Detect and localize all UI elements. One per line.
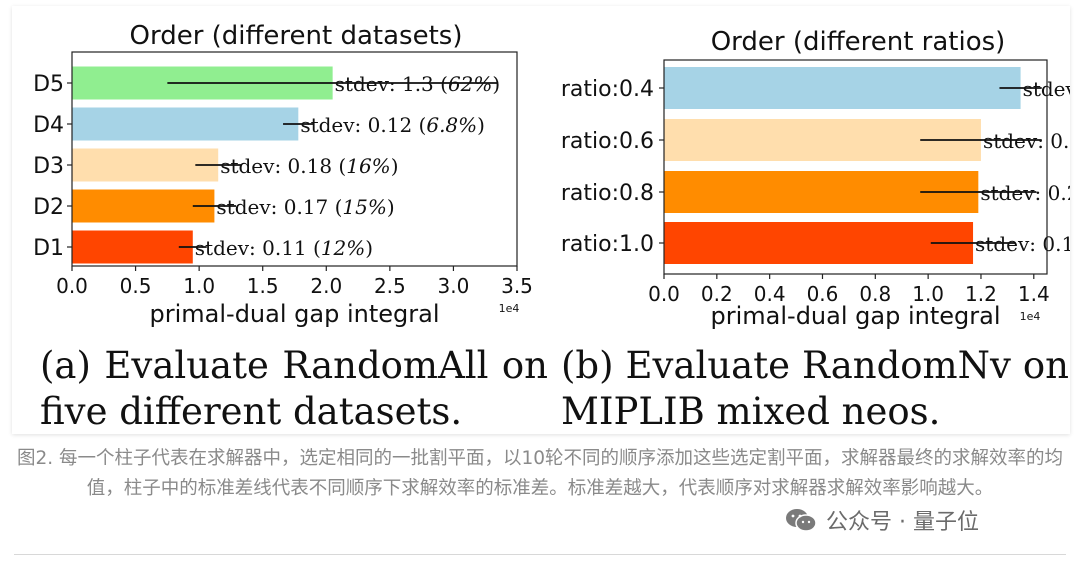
stdev-label: stdev: 0.12 (6.8%): [300, 113, 485, 137]
category-label: D4: [33, 113, 64, 138]
charts: Order (different datasets) stdev: 0.11 (1…: [33, 21, 1070, 330]
x-tick-label: 3.5: [501, 274, 533, 298]
caption-b-line1: (b) Evaluate RandomNv on: [561, 344, 1069, 387]
stdev-label: stdev: 0.11 (12%): [195, 236, 373, 260]
chart-title: Order (different datasets): [130, 21, 463, 51]
caption-b-line2: MIPLIB mixed neos.: [561, 390, 941, 433]
x-axis-label: primal-dual gap integral: [711, 302, 1001, 330]
divider: [14, 554, 1066, 555]
caption-a-line1: (a) Evaluate RandomAll on: [40, 344, 548, 387]
category-label: ratio:0.8: [561, 181, 654, 206]
watermark: 公众号 · 量子位: [784, 504, 979, 536]
x-tick-label: 0.6: [807, 282, 839, 306]
stdev-label: stdev: 0.22 (18%): [980, 181, 1070, 205]
category-label: ratio:0.6: [561, 129, 654, 154]
x-tick-label: 1.5: [247, 274, 279, 298]
category-label: D1: [33, 236, 64, 261]
plot-frame: [663, 59, 1048, 275]
x-tick-label: 0.4: [754, 282, 786, 306]
x-tick-label: 1.0: [912, 282, 944, 306]
x-tick-label: 1.4: [1018, 282, 1050, 306]
category-label: D5: [33, 72, 64, 97]
x-tick-label: 0.2: [701, 282, 733, 306]
x-offset-label: 1e4: [499, 302, 520, 315]
category-label: ratio:1.0: [561, 232, 654, 257]
stdev-label: stdev: 0.16 (14%): [975, 232, 1070, 256]
stdev-label: stdev: 0.08 (6%): [1023, 77, 1070, 101]
bar: [72, 148, 219, 182]
x-tick-label: 0.0: [648, 282, 680, 306]
caption-a-line2: five different datasets.: [40, 390, 463, 433]
chart-title: Order (different ratios): [711, 27, 1006, 57]
x-tick-label: 0.5: [120, 274, 152, 298]
x-tick-label: 1.0: [183, 274, 215, 298]
x-tick-label: 2.5: [374, 274, 406, 298]
stdev-label: stdev: 0.17 (15%): [216, 195, 394, 219]
bar: [664, 67, 1021, 109]
bar: [72, 230, 193, 264]
x-tick-label: 2.0: [310, 274, 342, 298]
category-label: ratio:0.4: [561, 77, 654, 102]
x-offset-label: 1e4: [1020, 310, 1041, 323]
stdev-label: stdev: 0.18 (16%): [220, 154, 398, 178]
watermark-text: 公众号 · 量子位: [826, 510, 979, 535]
category-label: D3: [33, 154, 64, 179]
bar: [664, 222, 974, 264]
x-tick-label: 0.8: [859, 282, 891, 306]
stdev-label: stdev: 1.3 (62%): [335, 72, 501, 96]
x-tick-label: 1.2: [965, 282, 997, 306]
x-tick-label: 3.0: [438, 274, 470, 298]
x-tick-label: 0.0: [56, 274, 88, 298]
stdev-label: stdev: 0.23 (20%): [983, 129, 1070, 153]
bar: [72, 107, 299, 141]
figure-caption-chinese: 图2. 每一个柱子代表在求解器中，选定相同的一批割平面，以10轮不同的顺序添加这…: [16, 448, 1064, 499]
category-label: D2: [33, 195, 64, 220]
figure-panel: Order (different datasets) stdev: 0.11 (1…: [12, 6, 1070, 434]
wechat-icon: [786, 509, 817, 532]
bar: [72, 189, 215, 223]
x-axis-label: primal-dual gap integral: [150, 300, 440, 328]
plot-frame: [71, 51, 518, 267]
